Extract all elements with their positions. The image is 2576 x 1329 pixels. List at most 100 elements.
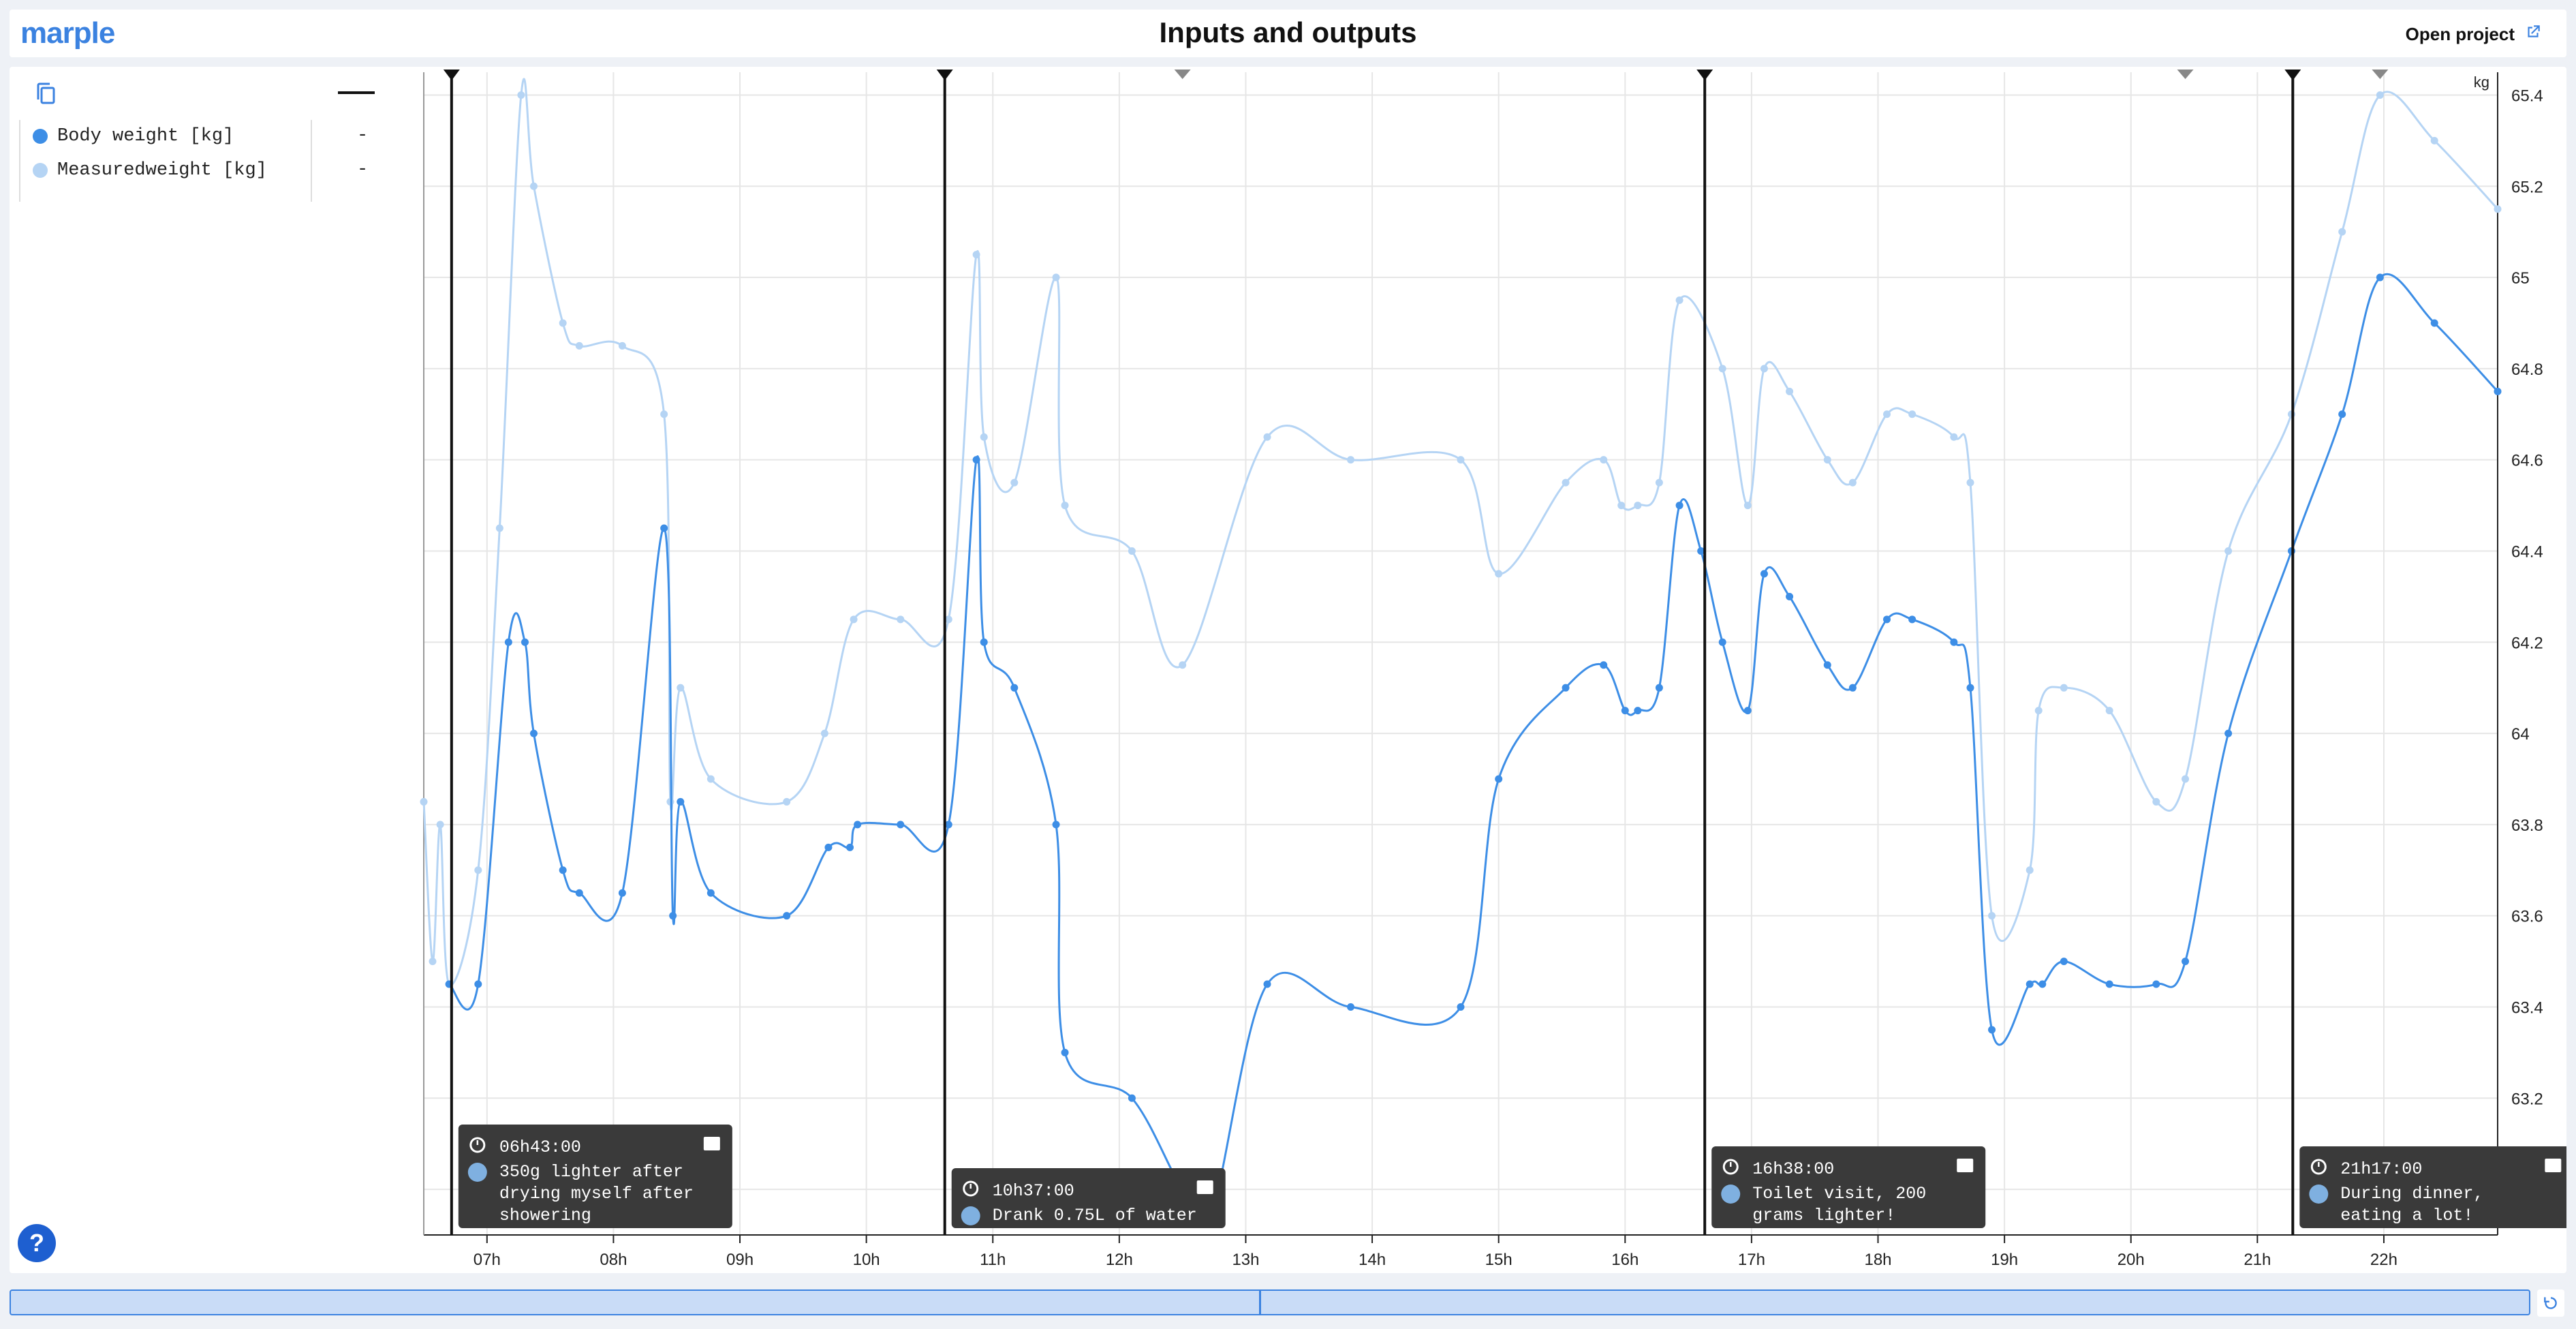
- copy-icon[interactable]: [35, 82, 57, 110]
- time-marker-icon: [1174, 70, 1191, 79]
- legend-item-value: -: [357, 159, 369, 180]
- data-point: [517, 91, 525, 99]
- marple-logo[interactable]: marple: [20, 16, 115, 50]
- legend-item-body-weight[interactable]: Body weight [kg]: [33, 123, 234, 150]
- annotation-background: [1711, 1146, 1986, 1228]
- data-point: [2182, 958, 2190, 966]
- data-point: [669, 912, 677, 920]
- stopwatch-icon: [1722, 1159, 1739, 1175]
- data-point: [1621, 707, 1629, 715]
- data-point: [1697, 547, 1705, 555]
- data-point: [1562, 684, 1570, 692]
- reset-icon: [2544, 1297, 2557, 1309]
- data-point: [1950, 638, 1958, 646]
- annotation-text: During dinner,: [2340, 1184, 2483, 1204]
- data-point: [980, 433, 988, 441]
- annotation-background: [951, 1168, 1226, 1228]
- annotation-text: Drank 0.75L of water: [993, 1206, 1197, 1225]
- time-range-scrollbar[interactable]: [10, 1289, 2530, 1315]
- stopwatch-icon: [469, 1137, 486, 1153]
- data-point: [1495, 570, 1503, 578]
- annotation-text: drying myself after: [499, 1184, 694, 1204]
- annotation-text: grams lighter!: [1752, 1206, 1895, 1225]
- x-tick-label: 20h: [2117, 1251, 2145, 1269]
- data-point: [707, 775, 715, 783]
- data-point: [1128, 547, 1136, 555]
- data-point: [1634, 707, 1642, 715]
- annotation-text: 350g lighter after: [499, 1162, 683, 1182]
- data-point: [2430, 136, 2438, 144]
- page-title: Inputs and outputs: [1159, 16, 1417, 48]
- data-point: [1760, 365, 1768, 373]
- annotation-box[interactable]: 21h17:00 During dinner, eating a lot!: [2299, 1146, 2566, 1228]
- data-point: [529, 182, 538, 190]
- open-project-label: Open project: [2405, 24, 2515, 44]
- data-point: [2038, 980, 2047, 988]
- data-point: [1675, 296, 1683, 305]
- data-point: [1823, 661, 1831, 669]
- data-point: [783, 797, 791, 806]
- y-tick-label: 63.2: [2511, 1090, 2543, 1108]
- scrollbar-handle[interactable]: [1259, 1289, 1261, 1315]
- stopwatch-icon: [2310, 1159, 2327, 1175]
- data-point: [2182, 775, 2190, 783]
- legend-item-measuredweight[interactable]: Measuredweight [kg]: [33, 157, 267, 184]
- data-point: [897, 821, 905, 829]
- data-point: [944, 821, 952, 829]
- data-point: [1600, 456, 1608, 464]
- data-point: [850, 615, 858, 624]
- data-point: [1848, 684, 1857, 692]
- data-point: [1883, 615, 1891, 624]
- annotation-box[interactable]: 16h38:00 Toilet visit, 200 grams lighter!: [1711, 1146, 1986, 1228]
- data-point: [1634, 502, 1642, 510]
- y-tick-label: 64: [2511, 725, 2530, 744]
- x-tick-label: 12h: [1106, 1251, 1133, 1269]
- reset-zoom-button[interactable]: [2537, 1289, 2564, 1317]
- plot-area: Body weight [kg] - Measuredweight [kg] -…: [10, 67, 2566, 1273]
- data-point: [2224, 729, 2233, 737]
- line-style-sample[interactable]: [338, 91, 375, 94]
- y-tick-label: 65.2: [2511, 178, 2543, 196]
- data-point: [2060, 958, 2068, 966]
- data-point: [474, 866, 482, 874]
- open-project-button[interactable]: Open project: [2406, 23, 2542, 46]
- help-button[interactable]: ?: [18, 1224, 56, 1262]
- y-tick-label: 65.4: [2511, 87, 2543, 105]
- data-point: [2034, 707, 2043, 715]
- line-chart[interactable]: 6363.263.463.663.86464.264.464.664.86565…: [10, 67, 2566, 1273]
- data-point: [1966, 684, 1974, 692]
- y-tick-label: 63.4: [2511, 998, 2543, 1017]
- time-marker-icon: [2372, 70, 2389, 79]
- data-point: [504, 638, 512, 646]
- series-line: [422, 78, 2499, 986]
- data-point: [1562, 478, 1570, 487]
- annotation-marker-icon: [2284, 70, 2301, 80]
- data-point: [783, 912, 791, 920]
- stopwatch-icon: [963, 1180, 979, 1197]
- y-tick-label: 64.8: [2511, 361, 2543, 379]
- data-point: [677, 797, 685, 806]
- avatar: [961, 1206, 980, 1225]
- top-bar: marple Inputs and outputs Open project: [10, 10, 2566, 57]
- data-point: [2376, 273, 2384, 281]
- data-point: [2338, 410, 2346, 418]
- external-link-icon: [2524, 23, 2542, 46]
- data-point: [559, 866, 567, 874]
- data-point: [2105, 707, 2113, 715]
- annotation-marker-icon: [936, 70, 953, 80]
- y-tick-label: 64.2: [2511, 634, 2543, 652]
- data-point: [1052, 821, 1060, 829]
- legend-item-label: Measuredweight [kg]: [57, 160, 267, 181]
- data-point: [436, 821, 444, 829]
- annotation-text: showering: [499, 1206, 591, 1225]
- annotation-time: 16h38:00: [1752, 1159, 1834, 1179]
- annotation-box[interactable]: 10h37:00 Drank 0.75L of water: [951, 1168, 1226, 1228]
- data-point: [1263, 980, 1271, 988]
- data-point: [2494, 387, 2502, 395]
- annotation-background: [2299, 1146, 2566, 1228]
- data-point: [1950, 433, 1958, 441]
- data-point: [1052, 273, 1060, 281]
- data-point: [575, 341, 583, 350]
- avatar: [467, 1163, 487, 1182]
